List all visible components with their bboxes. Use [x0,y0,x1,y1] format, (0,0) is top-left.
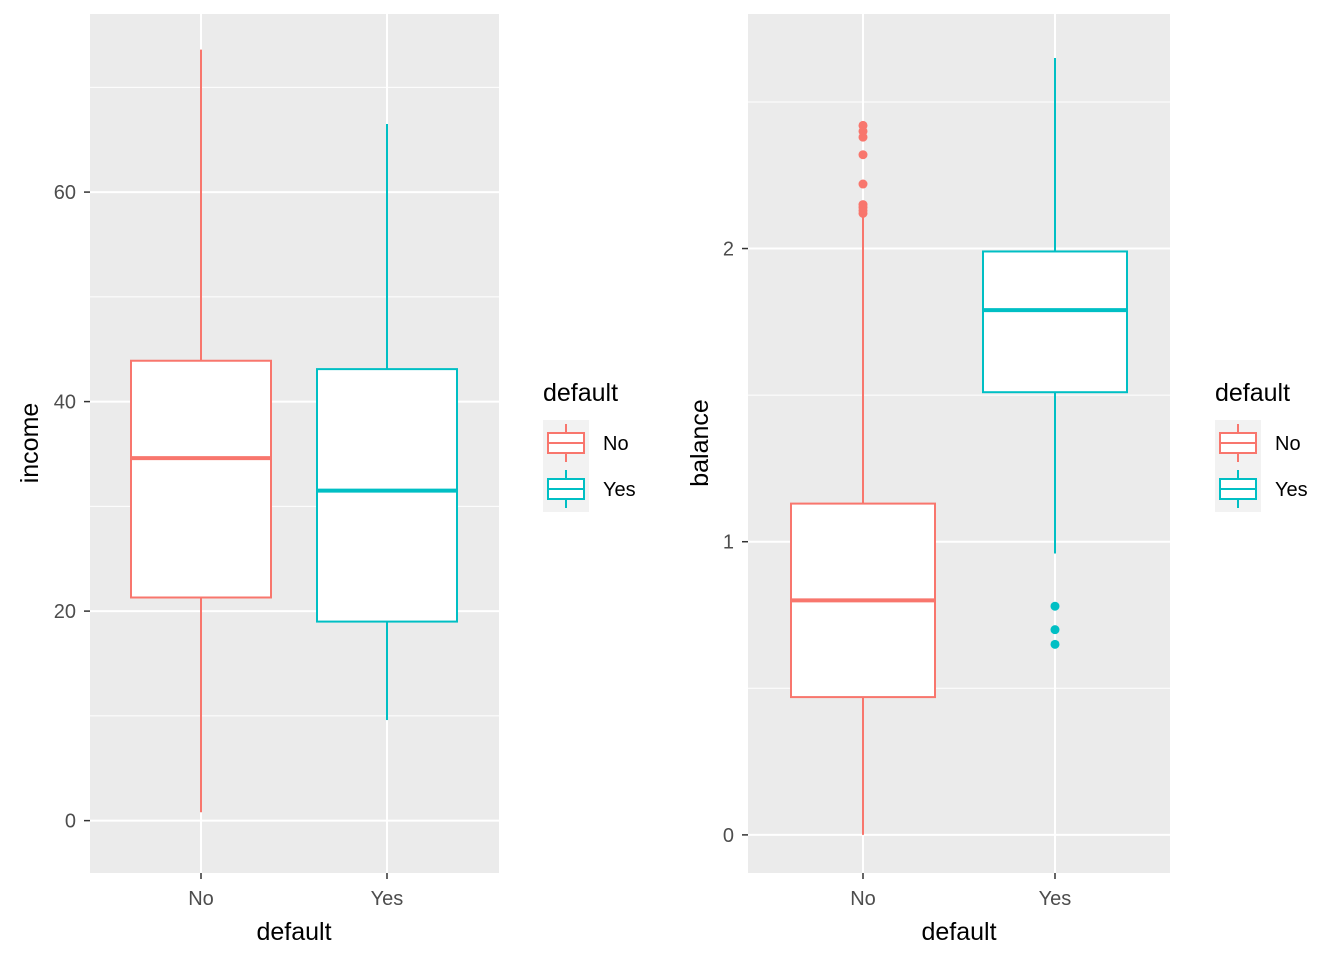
balance-legend-yes-label: Yes [1275,479,1308,501]
balance-yes-outlier-0 [1050,601,1060,611]
income-no-iqr-box [130,359,272,599]
balance-legend-no-label: No [1275,433,1301,455]
income-x-tick-label-no: No [188,888,214,910]
balance-legend-no-item: No [1219,424,1301,462]
balance-y-axis: 0 1 2 [723,239,748,847]
income-legend-title: default [543,379,618,407]
income-legend-no-item: No [547,424,629,462]
income-y-tick-label-3: 60 [54,182,76,204]
balance-boxes [790,57,1128,835]
balance-no-outlier-8 [858,120,868,130]
balance-no-outlier-4 [858,179,868,189]
income-x-tick-label-yes: Yes [371,888,404,910]
income-y-tick-label-0: 0 [65,811,76,833]
balance-yes-outlier-2 [1050,639,1060,649]
income-chart: 0 20 40 60 No Yes default income default No Ye… [16,14,636,946]
income-legend-yes-label: Yes [603,479,636,501]
balance-x-axis-title: default [921,918,996,946]
income-legend-no-label: No [603,433,629,455]
balance-x-tick-label-yes: Yes [1039,888,1072,910]
income-yes-iqr-box [316,368,458,623]
income-yes-box [316,123,458,721]
balance-no-box [790,120,936,835]
balance-yes-outlier-1 [1050,625,1060,635]
income-y-axis: 0 20 40 60 [54,182,90,833]
income-legend-yes-item: Yes [547,470,636,508]
balance-x-tick-label-no: No [850,888,876,910]
balance-yes-iqr-box [982,250,1128,394]
balance-yes-box [982,57,1128,649]
income-no-box [130,49,272,813]
balance-legend: default No Yes [1215,379,1308,512]
income-y-tick-label-2: 40 [54,392,76,414]
income-boxes [130,49,458,813]
balance-y-tick-label-1: 1 [723,532,734,554]
balance-plot-panel [748,14,1170,873]
balance-chart: 0 1 2 No Yes default balance default No Yes [686,14,1308,946]
balance-legend-title: default [1215,379,1290,407]
income-x-axis: No Yes [188,873,403,910]
income-y-tick-label-1: 20 [54,601,76,623]
income-x-axis-title: default [256,918,331,946]
balance-x-axis: No Yes [850,873,1071,910]
balance-no-outlier-5 [858,150,868,160]
balance-y-axis-title: balance [686,399,714,487]
income-legend: default No Yes [543,379,636,512]
balance-legend-yes-item: Yes [1219,470,1308,508]
balance-y-tick-label-2: 2 [723,239,734,261]
balance-y-tick-label-0: 0 [723,825,734,847]
balance-no-outlier-3 [858,200,868,210]
income-y-axis-title: income [16,403,44,484]
